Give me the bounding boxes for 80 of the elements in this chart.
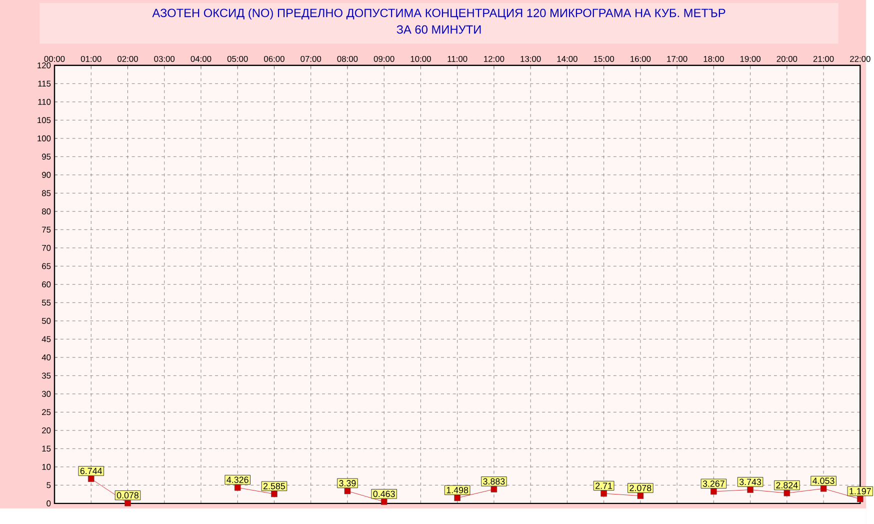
- x-tick-label: 10:00: [410, 56, 431, 62]
- y-tick-label: 85: [42, 190, 51, 196]
- y-tick-label: 65: [42, 263, 51, 270]
- data-label: 0.078: [116, 492, 139, 498]
- y-tick-label: 115: [38, 80, 51, 86]
- y-tick-label: 35: [42, 372, 51, 379]
- y-tick-label: 90: [42, 172, 51, 178]
- point: [600, 490, 607, 497]
- y-tick-label: 0: [46, 500, 51, 506]
- point: [747, 486, 754, 493]
- data-label: 2.078: [630, 484, 652, 492]
- x-tick-label: 04:00: [190, 56, 212, 62]
- data-label: 3.883: [483, 478, 505, 484]
- x-tick-label: 09:00: [374, 56, 394, 62]
- chart-title: АЗОТЕН ОКСИД (NO) ПРЕДЕЛНО ДОПУСТИМА КОНЦЕНТРАЦИЯ 120 МИКРОГРАМА НА КУБ. МЕТЪР: [152, 8, 726, 20]
- x-tick-label: 00:00: [44, 56, 65, 62]
- data-label: 2.824: [776, 482, 798, 488]
- x-tick-label: 01:00: [80, 56, 102, 62]
- x-tick-label: 22:00: [850, 56, 870, 62]
- data-label: 3.743: [739, 478, 762, 485]
- data-label: 1.197: [850, 488, 871, 494]
- y-tick-label: 60: [42, 281, 51, 288]
- y-tick-label: 95: [42, 154, 51, 160]
- data-label: 3.267: [702, 480, 724, 487]
- point: [344, 488, 351, 494]
- point: [637, 492, 644, 499]
- y-tick-label: 50: [42, 318, 51, 324]
- point: [454, 494, 460, 501]
- data-label: 0.463: [373, 490, 395, 497]
- y-tick-label: 55: [42, 300, 51, 306]
- y-tick-label: 15: [42, 446, 51, 452]
- x-tick-label: 03:00: [154, 56, 175, 62]
- x-tick-label: 18:00: [704, 56, 724, 62]
- y-tick-label: 20: [42, 427, 51, 434]
- x-tick-label: 16:00: [630, 56, 651, 62]
- point: [234, 484, 241, 491]
- x-tick-label: 14:00: [557, 56, 578, 62]
- x-tick-label: 13:00: [520, 56, 541, 62]
- y-tick-label: 100: [38, 135, 51, 142]
- x-tick-label: 08:00: [337, 56, 358, 62]
- y-tick-label: 110: [38, 98, 51, 105]
- y-tick-label: 40: [42, 354, 51, 360]
- y-tick-label: 80: [42, 208, 51, 214]
- chart-subtitle: ЗА 60 МИНУТИ: [396, 25, 481, 34]
- data-label: 2.585: [264, 482, 286, 490]
- data-label: 4.053: [812, 478, 834, 484]
- point: [271, 490, 278, 497]
- x-tick-label: 15:00: [594, 56, 614, 62]
- x-tick-label: 20:00: [776, 56, 798, 62]
- x-tick-label: 17:00: [667, 56, 688, 62]
- point: [88, 476, 94, 482]
- x-tick-label: 06:00: [264, 56, 284, 62]
- x-tick-label: 02:00: [118, 56, 138, 62]
- y-tick-label: 120: [38, 62, 51, 68]
- y-tick-label: 30: [42, 390, 51, 397]
- x-tick-label: 12:00: [484, 56, 504, 62]
- y-tick-label: 10: [42, 464, 51, 470]
- x-tick-label: 07:00: [300, 56, 322, 62]
- x-tick-label: 19:00: [740, 56, 761, 62]
- point: [857, 496, 864, 502]
- point: [820, 485, 827, 492]
- data-label: 4.326: [226, 476, 248, 483]
- data-label: 3.39: [339, 480, 356, 486]
- data-label: 1.498: [446, 486, 468, 494]
- x-tick-label: 21:00: [813, 56, 834, 62]
- point: [784, 490, 790, 496]
- y-tick-label: 105: [38, 117, 51, 124]
- y-tick-label: 75: [42, 226, 51, 232]
- y-tick-label: 25: [42, 409, 51, 416]
- data-label: 2.71: [596, 482, 612, 489]
- y-tick-label: 5: [46, 482, 51, 488]
- x-tick-label: 11:00: [448, 56, 468, 62]
- x-tick-label: 05:00: [227, 56, 248, 62]
- point: [710, 488, 717, 494]
- y-tick-label: 70: [42, 244, 51, 251]
- data-label: 6.744: [80, 468, 102, 474]
- point: [380, 498, 388, 505]
- y-tick-label: 45: [42, 336, 51, 342]
- point: [124, 500, 131, 506]
- point: [490, 486, 498, 492]
